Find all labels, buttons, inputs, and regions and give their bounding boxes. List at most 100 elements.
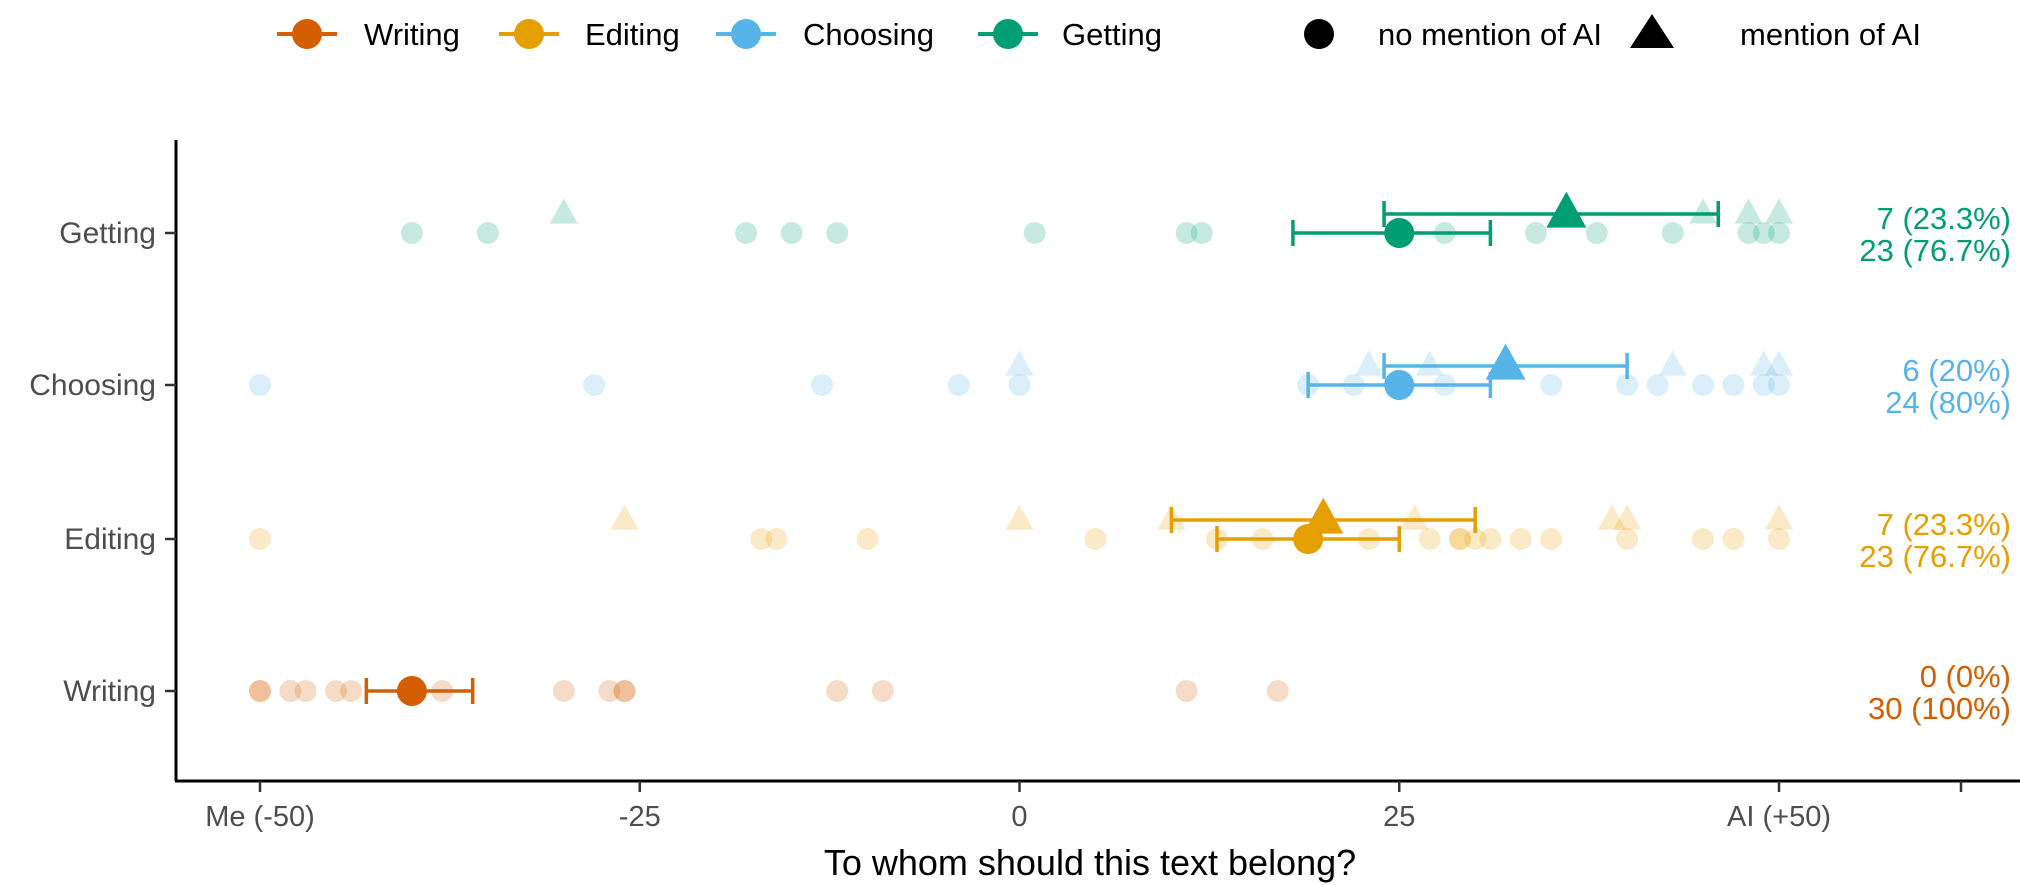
category-axis: Writing Editing Choosing Getting [29, 217, 176, 708]
point-editing-no-mention [765, 528, 788, 550]
legend-no-mention-label: no mention of AI [1378, 17, 1602, 52]
legend-writing-marker [292, 19, 322, 49]
x-tick-label: Me (-50) [205, 801, 315, 833]
point-writing-no-mention [249, 680, 271, 702]
point-editing-mention [1400, 504, 1429, 530]
count-labels: 0 (0%)30 (100%)7 (23.3%)23 (76.7%)6 (20%… [1859, 201, 2011, 726]
legend: Writing Editing Choosing Getting no ment… [277, 14, 1921, 52]
count-editing-no-mention: 23 (76.7%) [1859, 539, 2011, 574]
point-writing-no-mention [613, 680, 636, 702]
mean-choosing-mention [1485, 343, 1526, 380]
y-tick-label: Choosing [29, 369, 156, 402]
point-writing-no-mention [1266, 680, 1289, 702]
point-getting-no-mention [1190, 222, 1213, 244]
point-writing-no-mention [340, 680, 363, 702]
point-getting-mention [549, 198, 578, 224]
legend-editing-label: Editing [585, 17, 680, 52]
point-getting-no-mention [1768, 222, 1790, 244]
point-choosing-mention [1005, 350, 1034, 376]
legend-mention-label: mention of AI [1740, 17, 1921, 52]
point-editing-no-mention [1540, 528, 1563, 550]
legend-getting-marker [993, 19, 1023, 49]
point-getting-no-mention [1752, 222, 1775, 244]
point-getting-no-mention [1585, 222, 1608, 244]
legend-triangle-shape [1630, 14, 1674, 48]
point-editing-no-mention [1449, 528, 1472, 550]
legend-writing-label: Writing [364, 17, 460, 52]
point-getting-mention [1734, 198, 1763, 224]
point-editing-no-mention [1509, 528, 1532, 550]
point-getting-no-mention [826, 222, 849, 244]
point-writing-no-mention [552, 680, 575, 702]
count-getting-mention: 7 (23.3%) [1877, 201, 2011, 236]
point-choosing-no-mention [947, 374, 970, 396]
point-editing-no-mention [856, 528, 879, 550]
x-tick-label: AI (+50) [1727, 801, 1831, 833]
point-writing-no-mention [279, 680, 302, 702]
data-points [249, 198, 1793, 702]
point-choosing-mention [1749, 350, 1778, 376]
point-writing-no-mention [249, 680, 271, 702]
point-writing-no-mention [613, 680, 636, 702]
summary-markers [364, 191, 1720, 706]
point-choosing-no-mention [1692, 374, 1715, 396]
x-tick-label: 25 [1383, 801, 1415, 833]
point-editing-mention [1005, 504, 1034, 530]
point-editing-mention [1765, 504, 1793, 530]
mean-getting-no-mention [1384, 218, 1415, 248]
point-editing-no-mention [1722, 528, 1745, 550]
point-editing-no-mention [1464, 528, 1487, 550]
count-writing-mention: 0 (0%) [1920, 659, 2011, 694]
point-writing-no-mention [294, 680, 317, 702]
mean-editing-mention [1303, 497, 1344, 534]
point-editing-no-mention [1616, 528, 1639, 550]
legend-choosing-label: Choosing [803, 17, 934, 52]
point-choosing-no-mention [1008, 374, 1031, 396]
point-editing-no-mention [750, 528, 773, 550]
point-getting-no-mention [1023, 222, 1046, 244]
point-editing-no-mention [1768, 528, 1790, 550]
point-getting-no-mention [735, 222, 758, 244]
point-getting-no-mention [400, 222, 423, 244]
point-writing-no-mention [871, 680, 894, 702]
y-tick-label: Editing [64, 523, 156, 556]
x-tick-label: -25 [619, 801, 661, 833]
point-choosing-no-mention [1646, 374, 1669, 396]
point-editing-no-mention [1479, 528, 1502, 550]
mean-getting-mention [1546, 191, 1587, 228]
point-choosing-no-mention [1616, 374, 1639, 396]
point-getting-mention [1765, 198, 1793, 224]
point-choosing-no-mention [1540, 374, 1563, 396]
point-choosing-no-mention [1722, 374, 1745, 396]
point-getting-no-mention [1524, 222, 1547, 244]
point-editing-no-mention [1418, 528, 1441, 550]
count-editing-mention: 7 (23.3%) [1877, 507, 2011, 542]
legend-editing-marker [514, 19, 544, 49]
count-choosing-no-mention: 24 (80%) [1885, 385, 2011, 420]
point-choosing-mention [1765, 350, 1793, 376]
mean-writing-no-mention [396, 676, 427, 706]
point-choosing-no-mention [811, 374, 834, 396]
point-getting-no-mention [1737, 222, 1760, 244]
legend-choosing-marker [731, 19, 761, 49]
mean-choosing-no-mention [1384, 370, 1415, 400]
count-writing-no-mention: 30 (100%) [1868, 691, 2011, 726]
point-writing-no-mention [598, 680, 621, 702]
point-editing-no-mention [1692, 528, 1715, 550]
point-choosing-mention [1415, 350, 1444, 376]
point-editing-mention [610, 504, 639, 530]
y-tick-label: Writing [63, 675, 156, 708]
point-writing-no-mention [826, 680, 849, 702]
point-getting-no-mention [1175, 222, 1198, 244]
point-choosing-mention [1354, 350, 1383, 376]
point-editing-no-mention [1084, 528, 1107, 550]
legend-circle-shape [1304, 19, 1334, 49]
point-choosing-no-mention [249, 374, 271, 396]
x-tick-label: 0 [1011, 801, 1027, 833]
count-choosing-mention: 6 (20%) [1902, 353, 2011, 388]
x-ticks: Me (-50) -25 0 25 AI (+50) [205, 781, 1831, 833]
y-tick-label: Getting [59, 217, 156, 250]
count-getting-no-mention: 23 (76.7%) [1859, 233, 2011, 268]
point-getting-no-mention [476, 222, 499, 244]
